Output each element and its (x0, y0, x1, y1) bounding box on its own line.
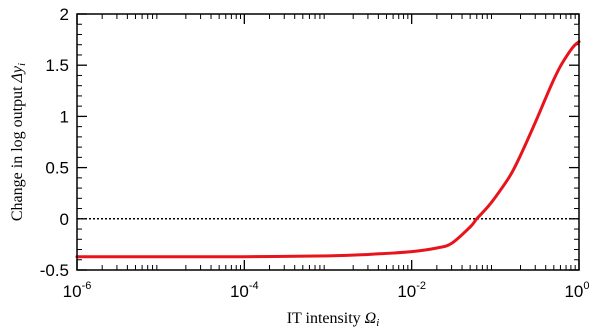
y-tick-label: 0.5 (45, 159, 69, 178)
y-axis-label: Change in log output Δyi (9, 63, 28, 221)
major-ticks (76, 13, 580, 271)
x-tick-label-exponent: -4 (249, 280, 259, 292)
y-tick-label: 1 (60, 107, 69, 126)
x-tick-label: 10-4 (230, 280, 259, 301)
x-tick-label-exponent: 0 (583, 280, 589, 292)
y-tick-labels: -0.5 0 0.5 1 1.5 2 (40, 5, 69, 280)
x-tick-label-base: 10 (230, 282, 249, 301)
x-axis-label-symbol: Ω (365, 310, 377, 327)
x-minor-ticks (101, 14, 576, 270)
x-tick-label: 10-6 (63, 280, 92, 301)
y-tick-label: 0 (60, 210, 69, 229)
x-tick-labels: 10-6 10-4 10-2 100 (63, 280, 590, 301)
y-tick-label: -0.5 (40, 261, 69, 280)
x-tick-label-exponent: -2 (416, 280, 426, 292)
x-tick-label-exponent: -6 (82, 280, 92, 292)
x-axis-label: IT intensity Ωi (287, 310, 380, 329)
y-tick-label: 1.5 (45, 56, 69, 75)
x-axis-label-text: IT intensity (287, 310, 361, 327)
plot-frame (76, 13, 580, 271)
series-line (75, 40, 581, 259)
y-axis-label-symbol: Δy (9, 65, 26, 83)
x-tick-label-base: 10 (564, 282, 583, 301)
x-axis-label-subscript: i (376, 317, 379, 329)
x-tick-label-base: 10 (397, 282, 416, 301)
x-tick-label: 10-2 (397, 280, 426, 301)
y-tick-label: 2 (60, 5, 69, 24)
x-tick-label: 100 (564, 280, 589, 301)
y-axis-label-subscript: i (16, 63, 28, 66)
y-axis-label-text: Change in log output (9, 86, 26, 221)
y-minor-ticks (77, 23, 579, 261)
x-tick-label-base: 10 (63, 282, 82, 301)
